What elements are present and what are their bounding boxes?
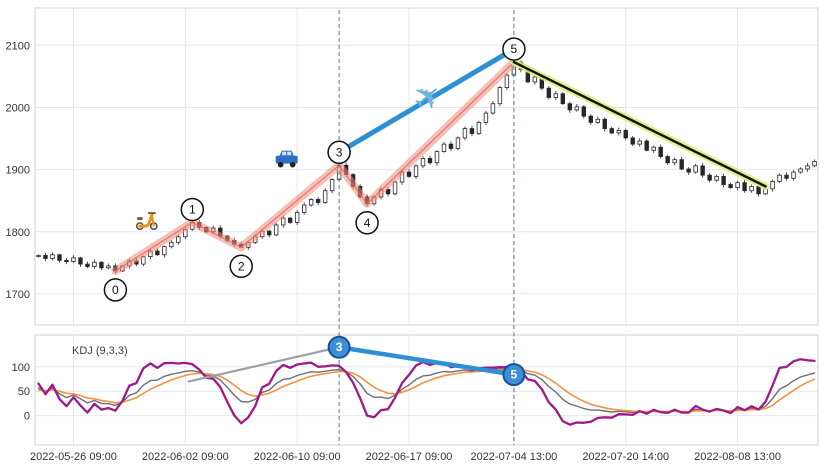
kdj-j-line: [37, 358, 816, 426]
x-axis-label: 2022-07-04 13:00: [470, 451, 557, 463]
x-axis-label: 2022-08-08 13:00: [694, 451, 781, 463]
trend-line: [510, 58, 770, 190]
x-axis-label: 2022-06-10 09:00: [254, 451, 341, 463]
kdj-marker-label: 5: [511, 368, 518, 382]
kdj-panel-border: [34, 334, 819, 446]
x-axis-label: 2022-07-20 14:00: [582, 451, 669, 463]
scooter-icon: [135, 212, 158, 230]
kdj-indicator-label: KDJ (9,3,3): [72, 345, 128, 357]
price-axis-labels: 1700 1800 1900 2000 2100: [6, 40, 30, 301]
blue-trend-line: [336, 46, 517, 155]
x-axis-label: 2022-06-17 09:00: [366, 451, 453, 463]
kdj-overlays: 35: [187, 335, 526, 387]
wave-label: 3: [336, 145, 343, 159]
kdj-axis-label: 100: [12, 362, 30, 374]
x-axis-label: 2022-06-02 09:00: [142, 451, 229, 463]
price-axis-label: 1800: [6, 227, 30, 239]
x-axis-labels: 2022-05-26 09:00 2022-06-02 09:00 2022-06-…: [30, 451, 781, 463]
price-axis-label: 1700: [6, 289, 30, 301]
kdj-axis-label: 50: [18, 386, 30, 398]
wave-label: 2: [238, 259, 245, 273]
kdj-marker-label: 3: [336, 340, 343, 354]
price-axis-label: 2100: [6, 40, 30, 52]
kdj-axis-label: 0: [24, 411, 30, 423]
wave-label: 4: [364, 216, 371, 230]
car-icon: [275, 150, 298, 168]
wave-label: 1: [189, 202, 196, 216]
price-axis-label: 2000: [6, 102, 30, 114]
wave-markers: 0 1 2 3 4 5: [103, 37, 526, 302]
dashed-vertical-lines: [338, 10, 515, 445]
wave-label: 5: [511, 42, 518, 56]
wave-band: [111, 58, 518, 275]
kdj-axis-labels: 0 50 100: [12, 362, 30, 423]
price-axis-label: 1900: [6, 165, 30, 177]
x-axis-label: 2022-05-26 09:00: [30, 451, 117, 463]
wave-label: 0: [112, 283, 119, 297]
price-panel-border: [34, 7, 819, 326]
